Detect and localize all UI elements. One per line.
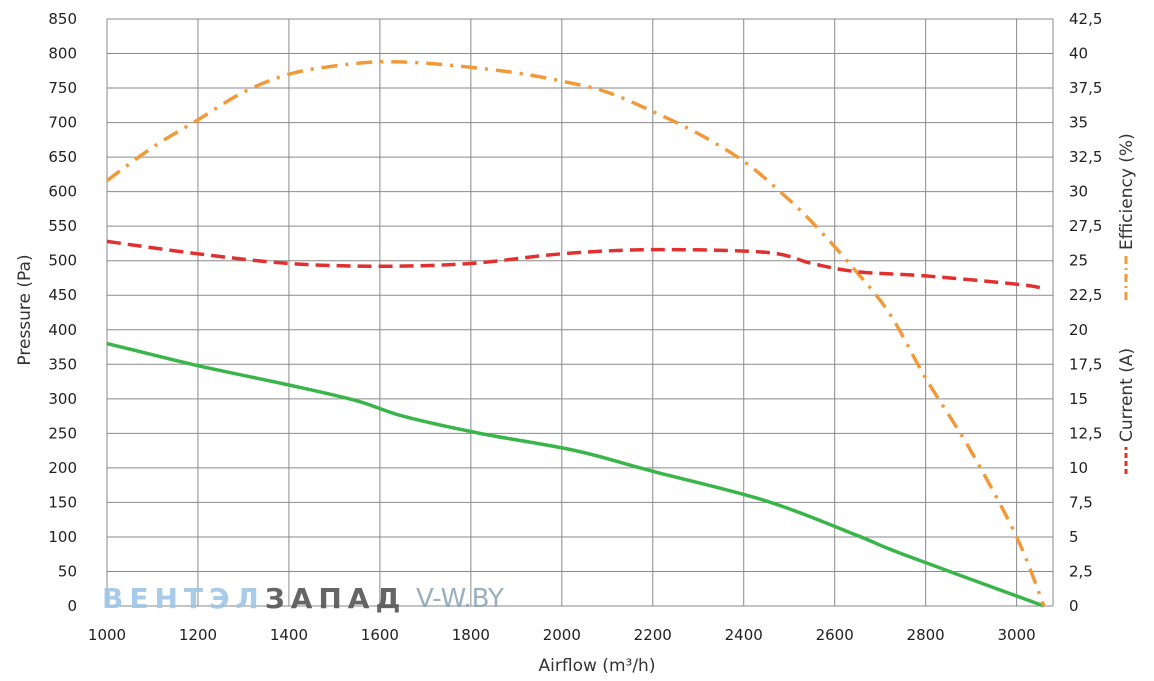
watermark: ВЕНТЭЛЗАПАД V-W.BY: [102, 582, 504, 615]
y2-tick-label: 15: [1069, 390, 1088, 408]
y-tick-label: 600: [48, 183, 77, 201]
y-tick-label: 350: [48, 355, 77, 373]
y-tick-label: 550: [48, 217, 77, 235]
y-tick-label: 150: [48, 493, 77, 511]
y-tick-label: 750: [48, 79, 77, 97]
current-curve: [106, 239, 1045, 291]
y2-tick-label: 0: [1069, 597, 1079, 615]
watermark-brand-part2: ЗАПАД: [265, 582, 407, 615]
current-legend: Current (A): [1117, 348, 1137, 474]
y2-tick-label: 30: [1069, 183, 1088, 201]
y-axis-ticks: 0 50 100 150 200 250 300 350 400 450 500 550 600 650 7…: [48, 10, 77, 615]
watermark-site: V-W.BY: [416, 584, 504, 614]
pressure-curve: [106, 341, 1045, 608]
x-axis-title: Airflow (m³/h): [539, 656, 656, 676]
y-tick-label: 400: [48, 321, 77, 339]
current-axis-title: Current (A): [1117, 348, 1137, 442]
efficiency-curve: [105, 59, 1046, 607]
y2-tick-label: 5: [1069, 528, 1079, 546]
y2-tick-label: 12,5: [1069, 424, 1102, 442]
y-axis-title: Pressure (Pa): [15, 254, 35, 365]
y-tick-label: 200: [48, 459, 77, 477]
x-tick-label: 3000: [998, 626, 1036, 644]
y-tick-label: 0: [67, 597, 77, 615]
x-tick-label: 1000: [88, 626, 126, 644]
y2-tick-label: 10: [1069, 459, 1088, 477]
x-tick-label: 2600: [816, 626, 854, 644]
x-tick-label: 2200: [634, 626, 672, 644]
x-tick-label: 1600: [361, 626, 399, 644]
efficiency-legend: Efficiency (%): [1117, 133, 1137, 300]
watermark-brand-part1: ВЕНТЭЛ: [102, 582, 265, 615]
y-tick-label: 800: [48, 45, 77, 63]
y2-tick-label: 32,5: [1069, 148, 1102, 166]
y2-tick-label: 2,5: [1069, 562, 1093, 580]
y-tick-label: 450: [48, 286, 77, 304]
series-layer: [105, 59, 1046, 608]
y2-tick-label: 20: [1069, 321, 1088, 339]
y2-axis-ticks: 0 2,5 5 7,5 10 12,5 15 17,5 20 22,5 25 27,5 30 32,5 35…: [1069, 10, 1102, 615]
x-tick-label: 2800: [907, 626, 945, 644]
y2-tick-label: 42,5: [1069, 10, 1102, 28]
y2-tick-label: 37,5: [1069, 79, 1102, 97]
y-tick-label: 300: [48, 390, 77, 408]
y2-tick-label: 35: [1069, 114, 1088, 132]
x-tick-label: 1400: [270, 626, 308, 644]
x-tick-label: 1200: [179, 626, 217, 644]
efficiency-axis-title: Efficiency (%): [1117, 133, 1137, 250]
y-tick-label: 50: [58, 562, 77, 580]
x-axis-ticks: 1000 1200 1400 1600 1800 2000 2200 2400 2600 2800…: [88, 626, 1036, 644]
y2-tick-label: 40: [1069, 45, 1088, 63]
y-tick-label: 650: [48, 148, 77, 166]
y2-tick-label: 27,5: [1069, 217, 1102, 235]
x-tick-label: 2000: [543, 626, 581, 644]
x-tick-label: 2400: [725, 626, 763, 644]
y2-tick-label: 25: [1069, 252, 1088, 270]
y-tick-label: 700: [48, 114, 77, 132]
watermark-brand: ВЕНТЭЛЗАПАД: [102, 582, 406, 615]
y2-tick-label: 17,5: [1069, 355, 1102, 373]
y2-tick-label: 7,5: [1069, 493, 1093, 511]
y-tick-label: 250: [48, 424, 77, 442]
y-tick-label: 500: [48, 252, 77, 270]
grid: [106, 18, 1054, 607]
y-tick-label: 100: [48, 528, 77, 546]
y-tick-label: 850: [48, 10, 77, 28]
y2-tick-label: 22,5: [1069, 286, 1102, 304]
x-tick-label: 1800: [452, 626, 490, 644]
